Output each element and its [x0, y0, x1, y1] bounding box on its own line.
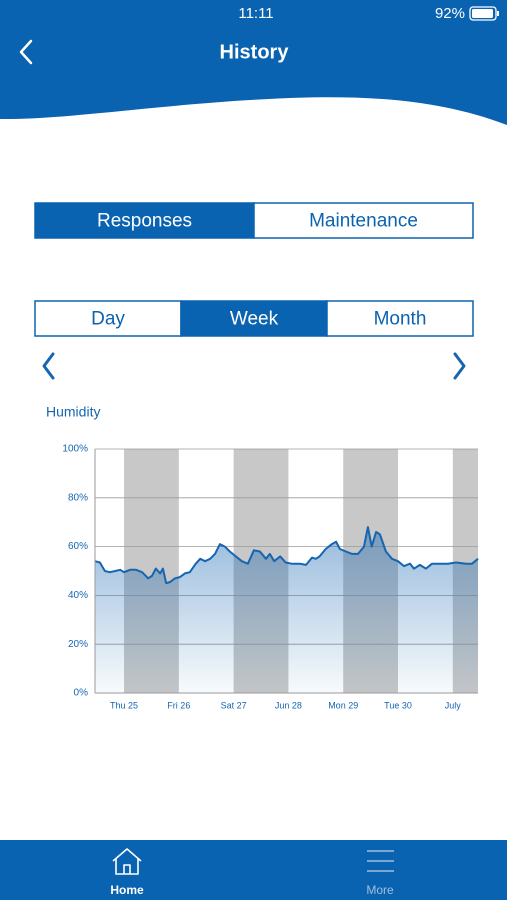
period-tab[interactable] [180, 300, 328, 337]
humidity-line [94, 526, 479, 585]
segment-tab-label: Responses [97, 211, 192, 232]
segment-tab-label: Maintenance [309, 211, 418, 232]
humidity-area [95, 527, 478, 693]
tab-label[interactable]: More [366, 883, 394, 897]
period-tab[interactable] [34, 300, 182, 337]
previous-button[interactable] [42, 352, 55, 380]
home-icon[interactable] [112, 848, 142, 875]
x-tick-label: Mon 29 [328, 700, 358, 710]
x-tick-label: Tue 30 [384, 700, 412, 710]
y-tick-label: 0% [74, 688, 89, 699]
chart-title: Humidity [46, 404, 100, 420]
header-title: History [220, 41, 290, 63]
next-button[interactable] [453, 352, 466, 380]
x-tick-label: July [445, 700, 462, 710]
x-tick-label: Sat 27 [221, 700, 247, 710]
status-time: 11:11 [238, 5, 273, 22]
period-tab-label: Week [230, 309, 279, 330]
battery-icon [469, 6, 499, 21]
x-tick-label: Fri 26 [167, 700, 190, 710]
segment-tab[interactable] [34, 202, 255, 239]
tab-label[interactable]: Home [110, 883, 144, 897]
period-tab[interactable] [326, 300, 474, 337]
y-tick-label: 80% [68, 492, 88, 503]
menu-icon[interactable] [367, 850, 394, 872]
y-tick-label: 20% [68, 639, 88, 650]
y-tick-label: 40% [68, 590, 88, 601]
y-tick-label: 100% [62, 444, 88, 455]
battery-percent: 92% [435, 5, 465, 22]
tab-bar [0, 840, 507, 900]
period-tab-label: Month [374, 309, 427, 330]
x-tick-label: Thu 25 [110, 700, 138, 710]
x-tick-label: Jun 28 [275, 700, 302, 710]
back-button[interactable] [19, 39, 33, 65]
header-background [0, 0, 507, 125]
segment-tab[interactable] [253, 202, 474, 239]
y-tick-label: 60% [68, 541, 88, 552]
period-tab-label: Day [91, 309, 125, 330]
